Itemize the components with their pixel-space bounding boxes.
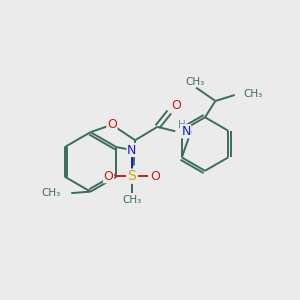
Text: O: O: [171, 99, 181, 112]
Text: O: O: [150, 170, 160, 183]
Text: S: S: [128, 169, 136, 183]
Text: H: H: [178, 120, 186, 130]
Text: CH₃: CH₃: [244, 88, 263, 98]
Text: CH₃: CH₃: [42, 188, 61, 198]
Text: N: N: [127, 143, 136, 157]
Text: N: N: [181, 125, 191, 138]
Text: CH₃: CH₃: [122, 195, 141, 205]
Text: O: O: [107, 118, 117, 131]
Text: O: O: [103, 170, 113, 183]
Text: CH₃: CH₃: [185, 76, 204, 87]
